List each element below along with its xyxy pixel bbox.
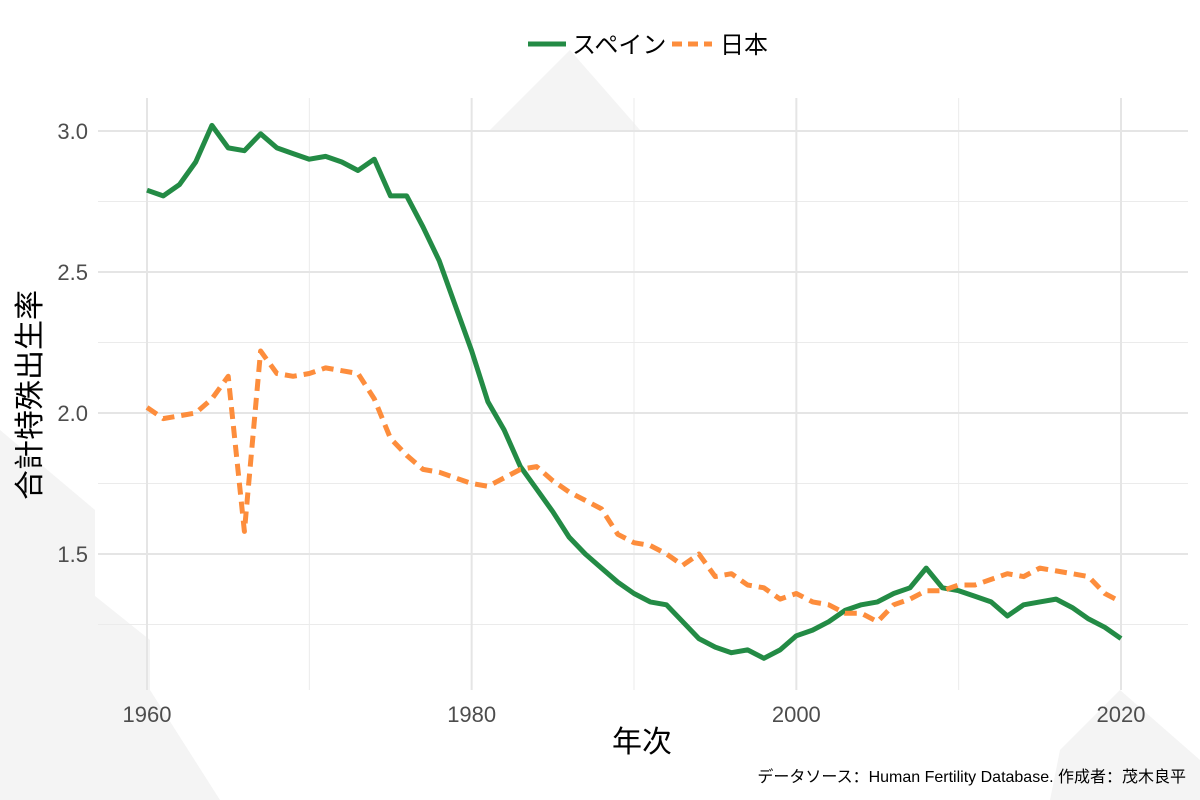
y-tick-label: 2.5 xyxy=(57,260,88,285)
legend-label-spain: スペイン xyxy=(572,32,666,59)
background-watermark xyxy=(0,50,1200,800)
y-axis-title: 合計特殊出生率 xyxy=(14,290,47,500)
series-lines xyxy=(145,122,1123,661)
y-tick-label: 1.5 xyxy=(57,542,88,567)
x-axis-title: 年次 xyxy=(612,726,672,759)
y-tick-label: 3.0 xyxy=(57,119,88,144)
x-tick-label: 1980 xyxy=(447,702,496,727)
y-tick-label: 2.0 xyxy=(57,401,88,426)
grid-lines xyxy=(98,98,1188,690)
caption: データソース：Human Fertility Database. 作成者：茂木良… xyxy=(757,767,1186,786)
x-tick-label: 1960 xyxy=(123,702,172,727)
x-tick-label: 2020 xyxy=(1097,702,1146,727)
series-line-spain xyxy=(146,122,1123,661)
x-tick-label: 2000 xyxy=(772,702,821,727)
series-line-japan xyxy=(145,348,1123,625)
legend-label-japan: 日本 xyxy=(720,32,768,59)
legend: スペイン 日本 xyxy=(528,32,768,59)
tick-labels: 1960 1980 2000 2020 1.5 2.0 2.5 3.0 xyxy=(57,119,1145,727)
